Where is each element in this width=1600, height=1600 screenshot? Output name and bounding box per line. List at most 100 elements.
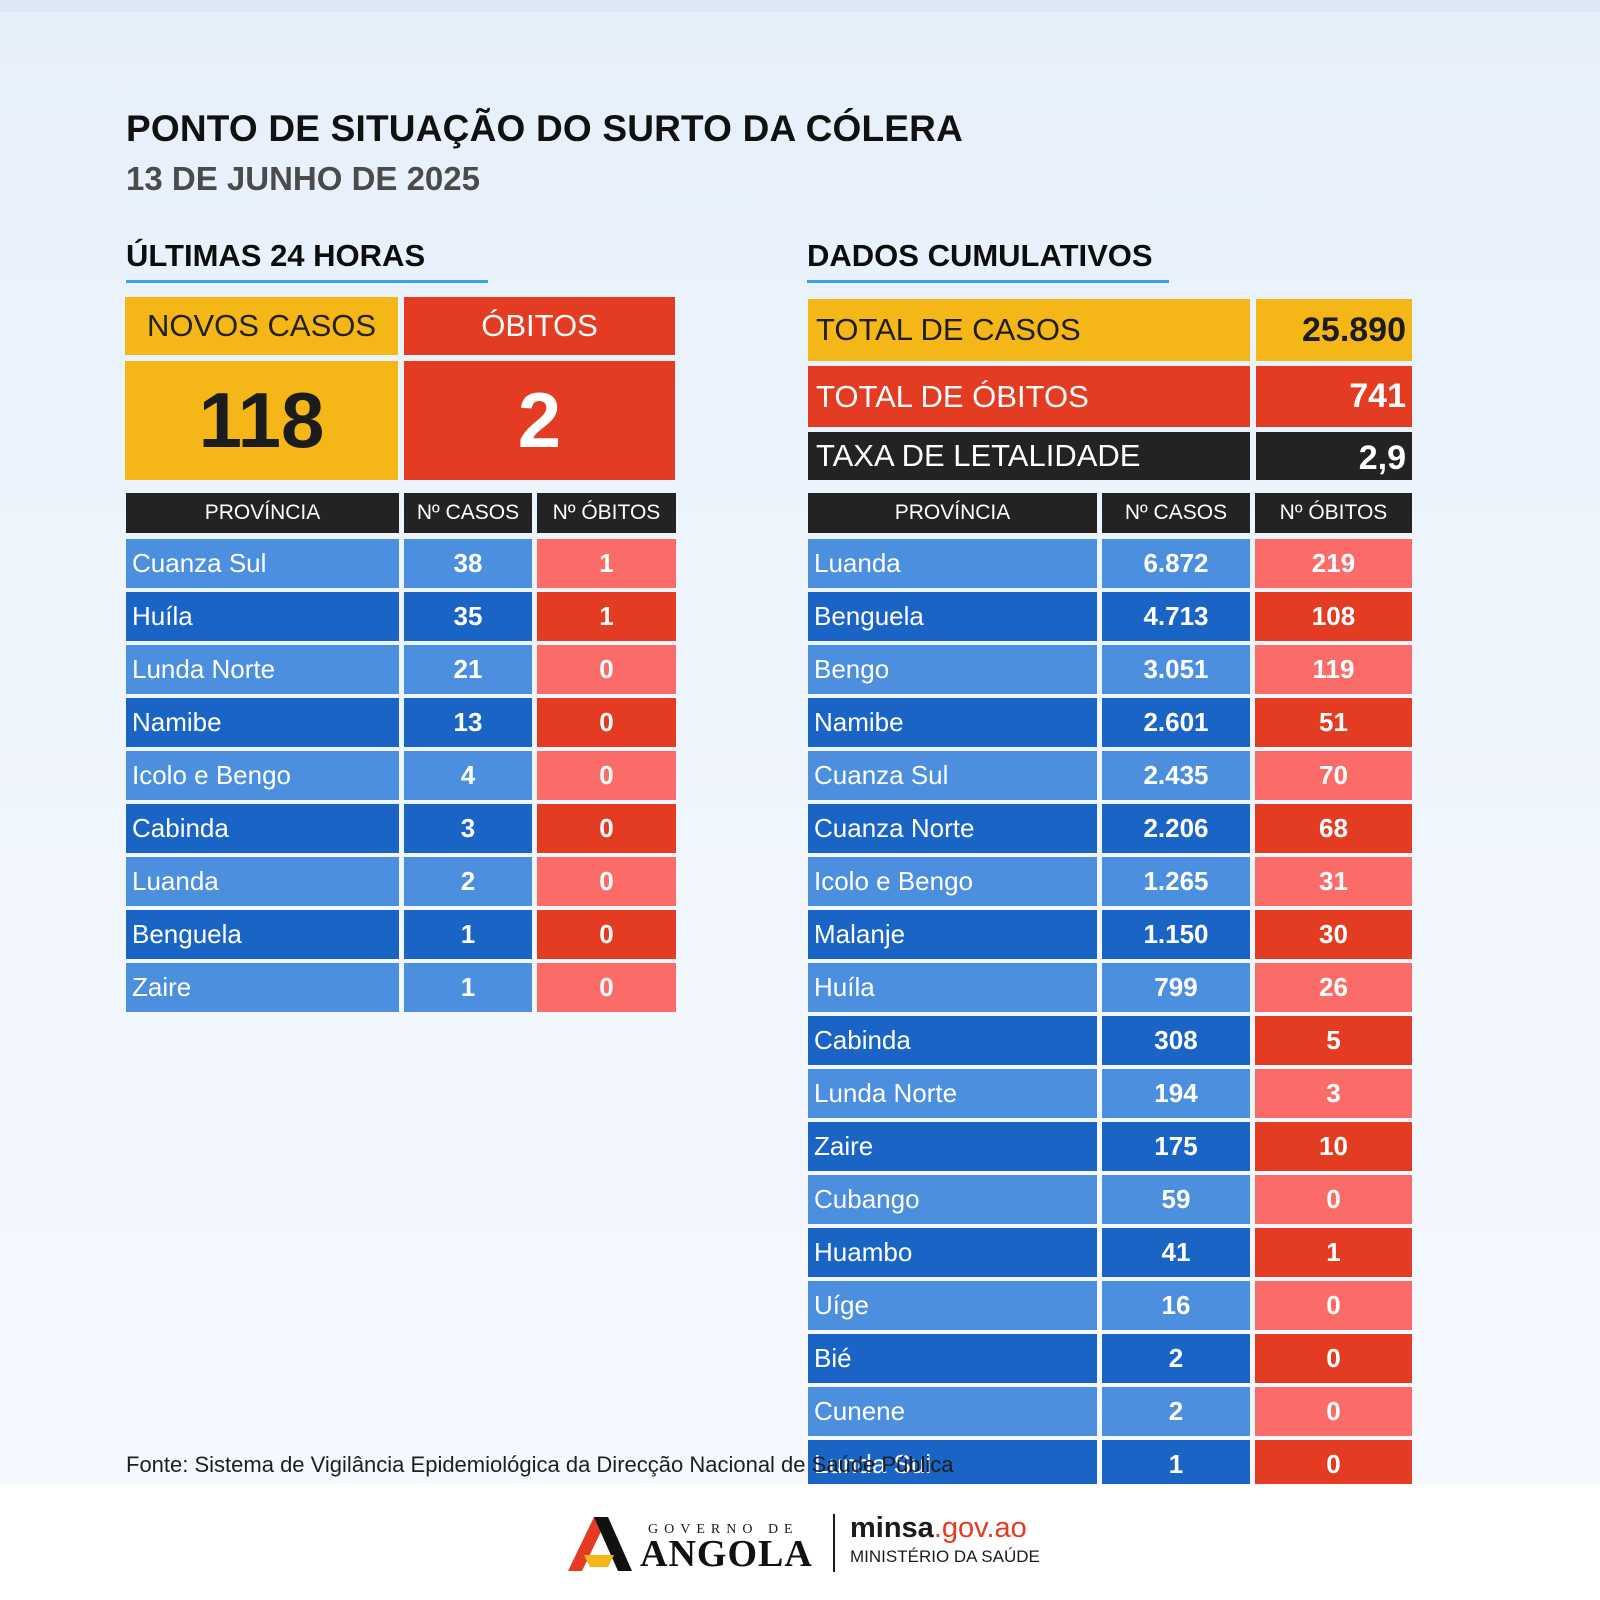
table-row: Luanda 2 0 (126, 857, 676, 906)
table-row: Lunda Norte 194 3 (808, 1069, 1412, 1118)
deaths-cell: 30 (1255, 910, 1412, 959)
cases-cell: 1 (404, 963, 532, 1012)
deaths-value: 2 (404, 361, 675, 480)
table-row: Huíla 35 1 (126, 592, 676, 641)
column-header-cases: Nº CASOS (1102, 493, 1250, 533)
table-row: Namibe 2.601 51 (808, 698, 1412, 747)
cases-cell: 2 (1102, 1387, 1250, 1436)
deaths-cell: 26 (1255, 963, 1412, 1012)
cases-cell: 1 (1102, 1440, 1250, 1489)
province-cell: Uíge (808, 1281, 1097, 1330)
deaths-cell: 5 (1255, 1016, 1412, 1065)
deaths-cell: 1 (1255, 1228, 1412, 1277)
deaths-cell: 31 (1255, 857, 1412, 906)
province-cell: Bengo (808, 645, 1097, 694)
minsa-link[interactable]: minsa.gov.ao (850, 1512, 1027, 1545)
logo-divider (833, 1514, 835, 1572)
province-cell: Cuanza Sul (126, 539, 399, 588)
lethality-label: TAXA DE LETALIDADE (808, 432, 1250, 480)
table-row: Huíla 799 26 (808, 963, 1412, 1012)
cumulative-rows: Luanda 6.872 219 Benguela 4.713 108 Bengo 3.051… (808, 539, 1412, 1489)
table-row: Huambo 41 1 (808, 1228, 1412, 1277)
new-cases-value: 118 (125, 361, 398, 480)
table-row: Cuanza Sul 38 1 (126, 539, 676, 588)
province-cell: Luanda (126, 857, 399, 906)
cases-cell: 4 (404, 751, 532, 800)
province-cell: Namibe (808, 698, 1097, 747)
cases-cell: 2.435 (1102, 751, 1250, 800)
column-header-province: PROVÍNCIA (808, 493, 1097, 533)
cases-cell: 16 (1102, 1281, 1250, 1330)
ministry-name: MINISTÉRIO DA SAÚDE (850, 1547, 1040, 1566)
deaths-cell: 70 (1255, 751, 1412, 800)
province-cell: Lunda Sul (808, 1440, 1097, 1489)
province-cell: Cabinda (808, 1016, 1097, 1065)
deaths-cell: 0 (537, 645, 676, 694)
deaths-cell: 51 (1255, 698, 1412, 747)
table-row: Icolo e Bengo 1.265 31 (808, 857, 1412, 906)
table-row: Cabinda 3 0 (126, 804, 676, 853)
table-row: Benguela 1 0 (126, 910, 676, 959)
table-row: Cabinda 308 5 (808, 1016, 1412, 1065)
table-row: Zaire 1 0 (126, 963, 676, 1012)
province-cell: Cabinda (126, 804, 399, 853)
province-cell: Benguela (126, 910, 399, 959)
cases-cell: 1.150 (1102, 910, 1250, 959)
deaths-cell: 3 (1255, 1069, 1412, 1118)
column-header-deaths: Nº ÓBITOS (1255, 493, 1412, 533)
deaths-cell: 0 (1255, 1281, 1412, 1330)
cases-cell: 3.051 (1102, 645, 1250, 694)
cases-cell: 2.601 (1102, 698, 1250, 747)
table-row: Lunda Norte 21 0 (126, 645, 676, 694)
table-header: PROVÍNCIA Nº CASOS Nº ÓBITOS (808, 493, 1412, 533)
table-row: Namibe 13 0 (126, 698, 676, 747)
cases-cell: 1.265 (1102, 857, 1250, 906)
deaths-cell: 0 (537, 910, 676, 959)
deaths-cell: 0 (537, 857, 676, 906)
deaths-cell: 0 (537, 751, 676, 800)
table-row: Benguela 4.713 108 (808, 592, 1412, 641)
total-cases-value: 25.890 (1256, 299, 1412, 361)
page-date: 13 DE JUNHO DE 2025 (126, 160, 480, 197)
province-cell: Huíla (808, 963, 1097, 1012)
province-cell: Luanda (808, 539, 1097, 588)
cumulative-province-table: PROVÍNCIA Nº CASOS Nº ÓBITOS Luanda 6.872… (808, 493, 1412, 1493)
deaths-cell: 0 (1255, 1334, 1412, 1383)
cumulative-heading: DADOS CUMULATIVOS (807, 238, 1153, 273)
province-cell: Cubango (808, 1175, 1097, 1224)
table-row: Luanda 6.872 219 (808, 539, 1412, 588)
cases-cell: 2 (404, 857, 532, 906)
page-title: PONTO DE SITUAÇÃO DO SURTO DA CÓLERA (126, 108, 964, 149)
last24-heading-underline (126, 280, 488, 283)
province-cell: Cunene (808, 1387, 1097, 1436)
table-row: Cunene 2 0 (808, 1387, 1412, 1436)
last24-rows: Cuanza Sul 38 1 Huíla 35 1 Lunda Norte 21 0 Namib… (126, 539, 676, 1012)
province-cell: Namibe (126, 698, 399, 747)
cases-cell: 21 (404, 645, 532, 694)
lethality-value: 2,9 (1256, 432, 1412, 480)
cases-cell: 59 (1102, 1175, 1250, 1224)
table-row: Bié 2 0 (808, 1334, 1412, 1383)
last24-heading: ÚLTIMAS 24 HORAS (126, 238, 426, 273)
province-cell: Cuanza Sul (808, 751, 1097, 800)
total-cases-label: TOTAL DE CASOS (808, 299, 1250, 361)
cases-cell: 41 (1102, 1228, 1250, 1277)
cases-cell: 308 (1102, 1016, 1250, 1065)
deaths-cell: 119 (1255, 645, 1412, 694)
province-cell: Malanje (808, 910, 1097, 959)
minsa-domain-text: .gov.ao (933, 1512, 1027, 1544)
table-row: Cuanza Norte 2.206 68 (808, 804, 1412, 853)
deaths-cell: 68 (1255, 804, 1412, 853)
cases-cell: 194 (1102, 1069, 1250, 1118)
cases-cell: 175 (1102, 1122, 1250, 1171)
column-header-province: PROVÍNCIA (126, 493, 399, 533)
deaths-cell: 0 (537, 963, 676, 1012)
table-row: Lunda Sul 1 0 (808, 1440, 1412, 1489)
province-cell: Lunda Norte (126, 645, 399, 694)
province-cell: Zaire (808, 1122, 1097, 1171)
province-cell: Benguela (808, 592, 1097, 641)
cases-cell: 38 (404, 539, 532, 588)
deaths-cell: 108 (1255, 592, 1412, 641)
deaths-cell: 0 (1255, 1387, 1412, 1436)
province-cell: Huíla (126, 592, 399, 641)
